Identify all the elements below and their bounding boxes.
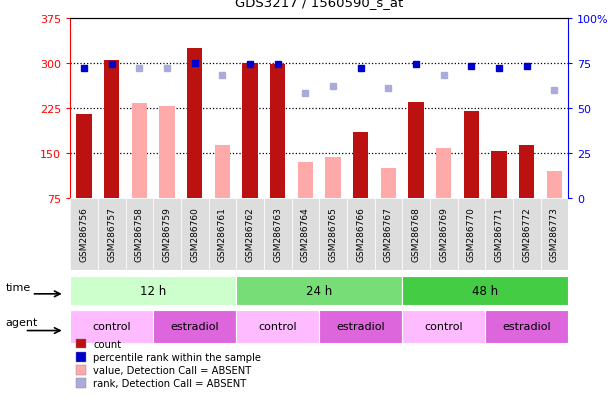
Text: GSM286768: GSM286768: [412, 207, 420, 262]
Bar: [464, 112, 479, 198]
Text: rank, Detection Call = ABSENT: rank, Detection Call = ABSENT: [93, 378, 247, 388]
Text: count: count: [93, 339, 122, 349]
Text: GSM286757: GSM286757: [108, 207, 116, 262]
Text: GSM286766: GSM286766: [356, 207, 365, 262]
Bar: [402, 310, 485, 344]
Bar: [70, 198, 98, 271]
Bar: [485, 310, 568, 344]
Bar: [402, 277, 568, 305]
Text: 24 h: 24 h: [306, 284, 332, 297]
Bar: [104, 61, 119, 198]
Bar: [436, 149, 452, 198]
Bar: [347, 198, 375, 271]
Bar: [513, 198, 541, 271]
Text: GSM286763: GSM286763: [273, 207, 282, 262]
Text: GDS3217 / 1560590_s_at: GDS3217 / 1560590_s_at: [235, 0, 403, 9]
Text: GSM286760: GSM286760: [190, 207, 199, 262]
Bar: [159, 107, 175, 198]
Text: estradiol: estradiol: [170, 322, 219, 332]
Bar: [430, 198, 458, 271]
Bar: [126, 198, 153, 271]
Text: time: time: [5, 282, 31, 292]
Bar: [243, 64, 258, 198]
Bar: [320, 198, 347, 271]
Text: 12 h: 12 h: [140, 284, 166, 297]
Text: GSM286759: GSM286759: [163, 207, 172, 262]
Bar: [298, 162, 313, 198]
Text: estradiol: estradiol: [337, 322, 385, 332]
Bar: [181, 198, 208, 271]
Bar: [547, 171, 562, 198]
Bar: [491, 152, 507, 198]
Bar: [76, 114, 92, 198]
Text: value, Detection Call = ABSENT: value, Detection Call = ABSENT: [93, 365, 252, 375]
Text: 48 h: 48 h: [472, 284, 499, 297]
Text: GSM286761: GSM286761: [218, 207, 227, 262]
Bar: [264, 198, 291, 271]
Bar: [153, 310, 236, 344]
Text: control: control: [425, 322, 463, 332]
Bar: [519, 146, 535, 198]
Text: control: control: [258, 322, 297, 332]
Text: GSM286762: GSM286762: [246, 207, 255, 262]
Bar: [70, 310, 153, 344]
Text: percentile rank within the sample: percentile rank within the sample: [93, 352, 262, 362]
Bar: [326, 157, 341, 198]
Bar: [187, 48, 202, 198]
Bar: [98, 198, 126, 271]
Bar: [208, 198, 236, 271]
Text: GSM286767: GSM286767: [384, 207, 393, 262]
Bar: [153, 198, 181, 271]
Bar: [541, 198, 568, 271]
Bar: [458, 198, 485, 271]
Text: GSM286765: GSM286765: [329, 207, 338, 262]
Bar: [215, 145, 230, 198]
Text: GSM286773: GSM286773: [550, 207, 559, 262]
Text: GSM286764: GSM286764: [301, 207, 310, 262]
Bar: [236, 198, 264, 271]
Text: estradiol: estradiol: [502, 322, 551, 332]
Bar: [375, 198, 402, 271]
Bar: [402, 198, 430, 271]
Bar: [320, 310, 402, 344]
Bar: [236, 277, 402, 305]
Bar: [270, 65, 285, 198]
Bar: [409, 102, 423, 198]
Text: control: control: [92, 322, 131, 332]
Bar: [70, 277, 236, 305]
Text: GSM286769: GSM286769: [439, 207, 448, 262]
Text: GSM286756: GSM286756: [79, 207, 89, 262]
Bar: [132, 104, 147, 198]
Bar: [353, 132, 368, 198]
Text: GSM286772: GSM286772: [522, 207, 531, 262]
Text: GSM286758: GSM286758: [135, 207, 144, 262]
Bar: [485, 198, 513, 271]
Text: GSM286771: GSM286771: [494, 207, 503, 262]
Bar: [236, 310, 320, 344]
Text: GSM286770: GSM286770: [467, 207, 476, 262]
Bar: [381, 169, 396, 198]
Bar: [291, 198, 320, 271]
Text: agent: agent: [5, 318, 38, 328]
